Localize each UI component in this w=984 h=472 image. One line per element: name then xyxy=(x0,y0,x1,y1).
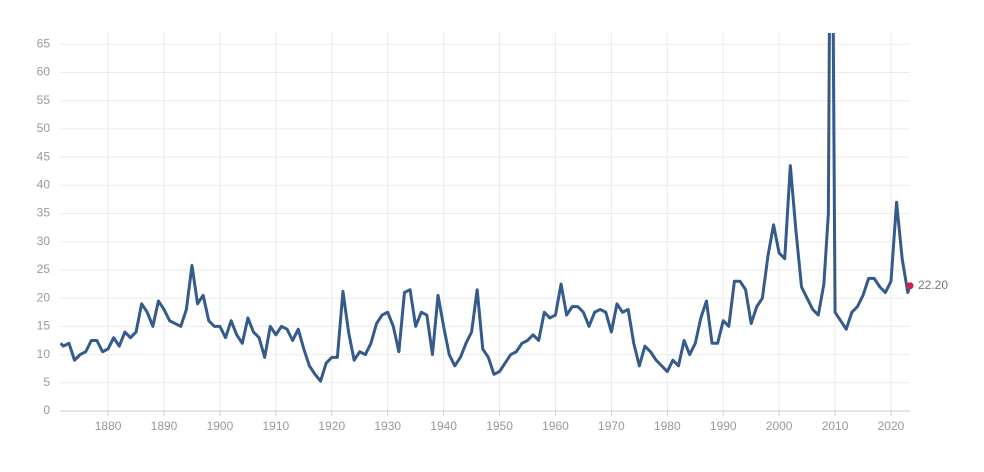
line xyxy=(60,33,912,383)
x-tick-label: 1900 xyxy=(207,419,234,433)
y-tick-label: 15 xyxy=(37,319,51,333)
x-tick-label: 2000 xyxy=(766,419,793,433)
y-tick-label: 25 xyxy=(37,262,51,276)
x-tick-label: 1980 xyxy=(654,419,681,433)
x-tick-label: 2010 xyxy=(822,419,849,433)
last-value-label: 22.20 xyxy=(918,278,948,292)
y-tick-label: 65 xyxy=(37,36,51,50)
x-tick-label: 1880 xyxy=(95,419,122,433)
plot-area xyxy=(60,33,912,383)
last-value-dot xyxy=(906,282,914,290)
x-tick-label: 1950 xyxy=(486,419,513,433)
y-tick-label: 0 xyxy=(43,403,50,417)
y-tick-label: 10 xyxy=(37,347,51,361)
x-tick-label: 1930 xyxy=(374,419,401,433)
y-tick-label: 35 xyxy=(37,206,51,220)
x-tick-label: 1940 xyxy=(430,419,457,433)
x-tick-label: 1920 xyxy=(318,419,345,433)
x-tick-label: 1970 xyxy=(598,419,625,433)
y-tick-label: 55 xyxy=(37,93,51,107)
x-tick-label: 1960 xyxy=(542,419,569,433)
x-tick-label: 1910 xyxy=(263,419,290,433)
y-tick-label: 30 xyxy=(37,234,51,248)
x-tick-label: 1990 xyxy=(710,419,737,433)
x-tick-label: 1890 xyxy=(151,419,178,433)
x-tick-label: 2020 xyxy=(878,419,905,433)
y-tick-label: 40 xyxy=(37,178,51,192)
y-tick-label: 45 xyxy=(37,149,51,163)
y-tick-label: 20 xyxy=(37,290,51,304)
y-tick-label: 50 xyxy=(37,121,51,135)
y-tick-label: 5 xyxy=(43,375,50,389)
y-tick-label: 60 xyxy=(37,65,51,79)
